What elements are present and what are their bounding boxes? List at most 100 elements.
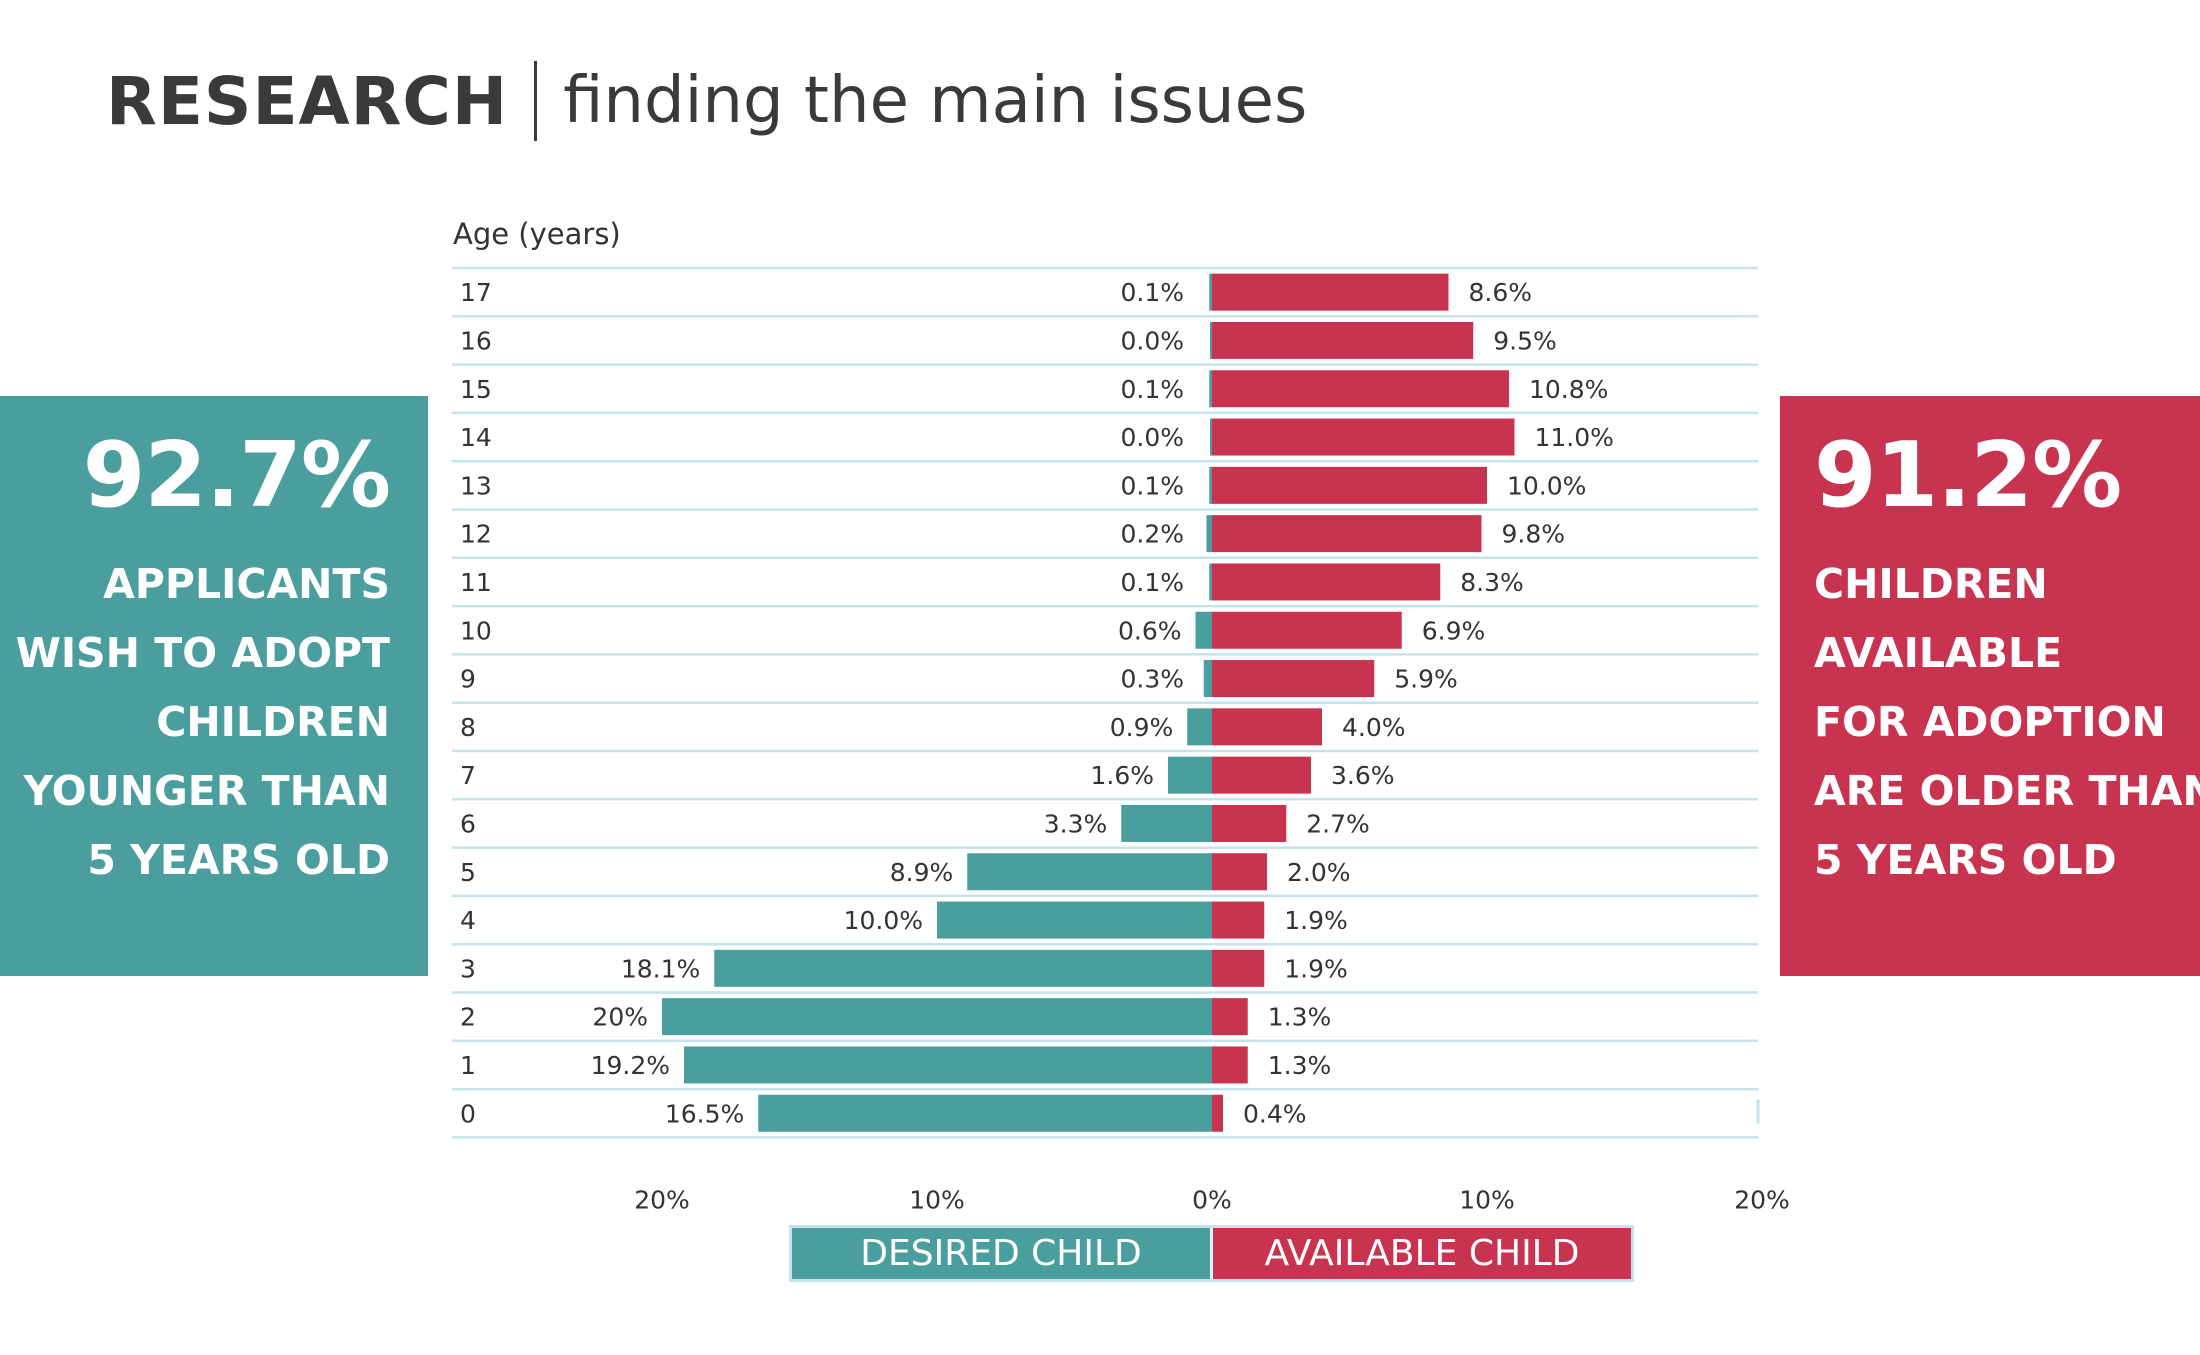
available-bar	[1212, 1046, 1248, 1084]
available-bar	[1212, 418, 1515, 456]
desired-bar	[1210, 321, 1212, 359]
title-separator	[534, 61, 538, 141]
age-tick-label: 13	[460, 471, 492, 500]
desired-data-label: 16.5%	[665, 1099, 744, 1128]
available-bar	[1212, 273, 1449, 311]
desired-bar	[662, 998, 1212, 1036]
age-tick-label: 15	[460, 375, 492, 404]
age-tick-label: 6	[460, 809, 476, 838]
chart-legend: DESIRED CHILD AVAILABLE CHILD	[789, 1225, 1634, 1282]
desired-bar	[1209, 466, 1212, 504]
desired-data-label: 8.9%	[890, 858, 954, 887]
desired-data-label: 0.6%	[1118, 616, 1182, 645]
desired-summary-line: APPLICANTS	[103, 560, 390, 608]
available-bar	[1212, 949, 1265, 987]
desired-bar	[1121, 804, 1212, 842]
available-summary-value: 91.2%	[1814, 423, 2122, 528]
available-data-label: 2.0%	[1287, 858, 1351, 887]
available-bar	[1212, 466, 1487, 504]
desired-data-label: 0.1%	[1120, 568, 1184, 597]
desired-bar	[1209, 370, 1212, 408]
desired-bar	[1195, 611, 1212, 649]
desired-bar	[714, 949, 1212, 987]
available-data-label: 8.3%	[1460, 568, 1524, 597]
desired-summary-line: YOUNGER THAN	[23, 767, 390, 815]
desired-bar	[684, 1046, 1212, 1084]
legend-available-child: AVAILABLE CHILD	[1213, 1228, 1631, 1279]
available-summary-line: FOR ADOPTION	[1814, 698, 2166, 746]
available-summary-line: AVAILABLE	[1814, 629, 2063, 677]
desired-bar	[1203, 660, 1212, 698]
available-summary-line: CHILDREN	[1814, 560, 2048, 608]
available-data-label: 9.8%	[1502, 520, 1566, 549]
x-tick-label: 20%	[1734, 1185, 1790, 1214]
desired-data-label: 0.1%	[1120, 278, 1184, 307]
age-tick-label: 14	[460, 423, 492, 452]
available-data-label: 5.9%	[1394, 665, 1458, 694]
desired-data-label: 0.0%	[1120, 326, 1184, 355]
legend-desired-label: DESIRED CHILD	[860, 1233, 1142, 1274]
age-tick-label: 9	[460, 665, 476, 694]
available-data-label: 8.6%	[1469, 278, 1533, 307]
available-bar	[1212, 998, 1248, 1036]
age-tick-label: 8	[460, 713, 476, 742]
desired-data-label: 0.1%	[1120, 471, 1184, 500]
age-tick-label: 10	[460, 616, 492, 645]
x-tick-label: 10%	[1459, 1185, 1515, 1214]
age-tick-label: 12	[460, 520, 492, 549]
available-data-label: 6.9%	[1422, 616, 1486, 645]
legend-desired-child: DESIRED CHILD	[792, 1228, 1210, 1279]
desired-bar	[937, 901, 1212, 939]
x-tick-label: 20%	[634, 1185, 690, 1214]
x-tick-label: 0%	[1192, 1185, 1232, 1214]
desired-data-label: 0.3%	[1120, 665, 1184, 694]
available-data-label: 2.7%	[1306, 809, 1370, 838]
legend-divider	[1210, 1228, 1213, 1279]
available-summary-line: ARE OLDER THAN	[1814, 767, 2200, 815]
available-bar	[1212, 515, 1482, 553]
age-tick-label: 11	[460, 568, 492, 597]
desired-summary-value: 92.7%	[82, 423, 391, 528]
age-tick-label: 17	[460, 278, 492, 307]
available-bar	[1212, 901, 1265, 939]
available-data-label: 1.3%	[1268, 1003, 1332, 1032]
available-bar	[1212, 1094, 1223, 1132]
desired-summary-line: 5 YEARS OLD	[87, 836, 390, 884]
age-tick-label: 3	[460, 954, 476, 983]
available-bar	[1212, 611, 1402, 649]
available-data-label: 1.3%	[1268, 1051, 1332, 1080]
available-data-label: 10.8%	[1529, 375, 1608, 404]
available-data-label: 11.0%	[1535, 423, 1614, 452]
available-bar	[1212, 756, 1311, 794]
available-bar	[1212, 804, 1287, 842]
desired-data-label: 18.1%	[621, 954, 700, 983]
available-data-label: 4.0%	[1342, 713, 1406, 742]
desired-bar	[1206, 515, 1212, 553]
available-data-label: 3.6%	[1331, 761, 1395, 790]
age-tick-label: 5	[460, 858, 476, 887]
available-bar	[1212, 563, 1441, 601]
available-bar	[1212, 853, 1267, 891]
desired-bar	[1209, 273, 1212, 311]
available-data-label: 1.9%	[1284, 954, 1348, 983]
age-tick-label: 2	[460, 1003, 476, 1032]
desired-summary-line: CHILDREN	[156, 698, 390, 746]
title-subtitle: finding the main issues	[563, 64, 1308, 138]
title-bold: RESEARCH	[106, 62, 509, 140]
desired-data-label: 20%	[592, 1003, 648, 1032]
desired-summary-panel: 92.7% APPLICANTS WISH TO ADOPT CHILDREN …	[0, 396, 428, 976]
desired-data-label: 10.0%	[844, 906, 923, 935]
available-summary-panel: 91.2% CHILDREN AVAILABLE FOR ADOPTION AR…	[1780, 396, 2200, 976]
desired-data-label: 1.6%	[1090, 761, 1154, 790]
available-bar	[1212, 321, 1474, 359]
y-axis-title: Age (years)	[453, 217, 621, 251]
available-bar	[1212, 370, 1509, 408]
available-data-label: 1.9%	[1284, 906, 1348, 935]
desired-summary-line: WISH TO ADOPT	[15, 629, 390, 677]
available-bar	[1212, 660, 1375, 698]
desired-bar	[1168, 756, 1212, 794]
age-tick-label: 4	[460, 906, 476, 935]
available-data-label: 10.0%	[1507, 471, 1586, 500]
available-data-label: 9.5%	[1493, 326, 1557, 355]
desired-data-label: 0.1%	[1120, 375, 1184, 404]
